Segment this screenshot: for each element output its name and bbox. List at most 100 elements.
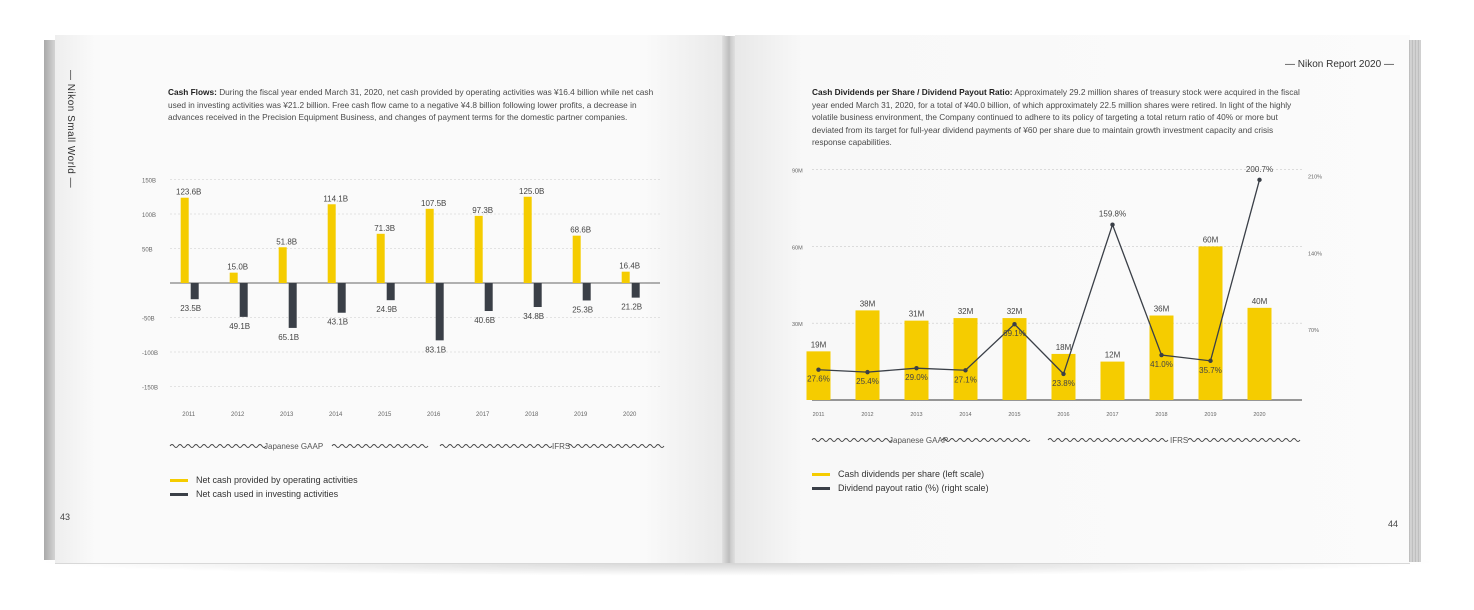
right-running-head: — Nikon Report 2020 — — [1285, 59, 1394, 70]
dividend-value-label: 31M — [909, 310, 925, 319]
payout-point — [1110, 222, 1115, 227]
investing-value-label: 40.6B — [474, 316, 495, 325]
payout-point — [1061, 371, 1066, 377]
investing-value-label: 65.1B — [278, 333, 299, 342]
right-heading: Cash Dividends per Share / Dividend Payo… — [812, 87, 1013, 97]
left-page-edge — [44, 40, 56, 560]
y2-tick-label: 210% — [1308, 175, 1322, 181]
y-tick-label: 90M — [792, 169, 803, 175]
payout-value-label: 41.0% — [1150, 360, 1173, 369]
right-page-edge — [1409, 40, 1421, 562]
operating-value-label: 71.3B — [374, 224, 395, 233]
payout-point — [816, 367, 821, 372]
x-tick-label: 2016 — [427, 412, 441, 418]
dividend-value-label: 38M — [860, 299, 876, 308]
investing-bar — [190, 283, 199, 300]
x-tick-label: 2016 — [1057, 412, 1069, 418]
dividend-value-label: 36M — [1154, 305, 1170, 314]
legend-swatch-operating — [170, 478, 188, 482]
operating-bar — [278, 247, 287, 283]
dividend-bar — [1198, 246, 1223, 400]
investing-value-label: 49.1B — [229, 322, 250, 331]
legend-item-dividends: Cash dividends per share (left scale) — [812, 468, 989, 480]
dividend-value-label: 19M — [811, 340, 827, 349]
gaap-wavy-left — [169, 444, 267, 448]
right-page-number: 44 — [1388, 519, 1399, 529]
operating-bar — [327, 204, 336, 283]
payout-point — [1012, 321, 1017, 327]
x-tick-label: 2013 — [280, 412, 294, 418]
payout-value-label: 25.4% — [856, 377, 879, 386]
operating-value-label: 125.0B — [519, 187, 544, 196]
payout-value-label: 27.6% — [807, 375, 830, 384]
investing-value-label: 43.1B — [327, 318, 348, 327]
investing-value-label: 25.3B — [572, 305, 593, 314]
payout-value-label: 159.8% — [1099, 210, 1126, 219]
payout-point — [1208, 358, 1213, 364]
operating-value-label: 114.1B — [323, 194, 348, 203]
investing-bar — [533, 283, 542, 308]
y-tick-label: -150B — [142, 386, 158, 392]
operating-bar — [572, 235, 581, 283]
dividend-bar — [1247, 307, 1272, 400]
legend-label-investing: Net cash used in investing activities — [196, 489, 339, 499]
legend-label-dividends: Cash dividends per share (left scale) — [838, 469, 985, 479]
investing-value-label: 34.8B — [523, 312, 544, 321]
investing-value-label: 83.1B — [425, 345, 446, 354]
left-running-head: — Nikon Small World — — [65, 70, 76, 189]
left-body: During the fiscal year ended March 31, 2… — [168, 87, 654, 122]
ifrs-wavy-left — [1047, 438, 1169, 442]
book-spine — [722, 36, 738, 563]
operating-bar — [180, 197, 189, 283]
ifrs-wavy-left — [439, 444, 553, 448]
right-paragraph: Cash Dividends per Share / Dividend Payo… — [812, 86, 1302, 149]
right-body: Approximately 29.2 million shares of tre… — [812, 87, 1300, 147]
operating-bar — [229, 272, 238, 283]
payout-point — [865, 369, 870, 375]
operating-value-label: 15.0B — [227, 263, 248, 272]
x-tick-label: 2012 — [861, 412, 873, 418]
y-tick-label: -50B — [142, 317, 155, 323]
investing-value-label: 21.2B — [621, 303, 642, 312]
left-paragraph: Cash Flows: During the fiscal year ended… — [168, 86, 660, 124]
dividend-value-label: 60M — [1203, 235, 1219, 244]
gaap-label: Japanese GAAP — [264, 442, 323, 451]
ifrs-wavy-right — [567, 444, 665, 448]
operating-value-label: 16.4B — [619, 262, 640, 271]
legend-swatch-investing — [170, 492, 188, 496]
right-legend: Cash dividends per share (left scale) Di… — [812, 468, 989, 496]
y-tick-label: 150B — [142, 179, 156, 185]
x-tick-label: 2015 — [1008, 412, 1020, 418]
payout-value-label: 29.0% — [905, 373, 928, 382]
x-tick-label: 2019 — [574, 412, 588, 418]
investing-bar — [337, 283, 346, 313]
operating-value-label: 97.3B — [472, 206, 493, 215]
operating-bar — [474, 215, 483, 283]
payout-value-label: 35.7% — [1199, 366, 1222, 375]
gaap-wavy-right — [331, 444, 429, 448]
gaap-wavy-right — [941, 438, 1031, 442]
dividend-bar — [855, 310, 880, 400]
left-legend: Net cash provided by operating activitie… — [170, 474, 358, 502]
payout-value-label: 27.1% — [954, 375, 977, 384]
operating-value-label: 51.8B — [276, 237, 297, 246]
ifrs-label: IFRS — [1170, 436, 1188, 445]
dividend-bar — [904, 320, 929, 400]
investing-value-label: 23.5B — [180, 304, 201, 313]
dividend-value-label: 18M — [1056, 343, 1072, 352]
payout-point — [914, 365, 919, 371]
investing-bar — [288, 283, 297, 328]
dividend-value-label: 40M — [1252, 297, 1268, 306]
investing-bar — [435, 283, 444, 341]
gaap-wavy-left — [811, 438, 893, 442]
investing-bar — [386, 283, 395, 301]
dividend-value-label: 32M — [958, 307, 974, 316]
payout-point — [1159, 352, 1164, 358]
x-tick-label: 2017 — [476, 412, 490, 418]
legend-item-payout: Dividend payout ratio (%) (right scale) — [812, 482, 989, 494]
investing-bar — [631, 283, 640, 298]
legend-label-operating: Net cash provided by operating activitie… — [196, 475, 358, 485]
payout-line — [818, 179, 1261, 376]
x-tick-label: 2011 — [813, 412, 825, 418]
y-tick-label: 30M — [792, 322, 803, 328]
